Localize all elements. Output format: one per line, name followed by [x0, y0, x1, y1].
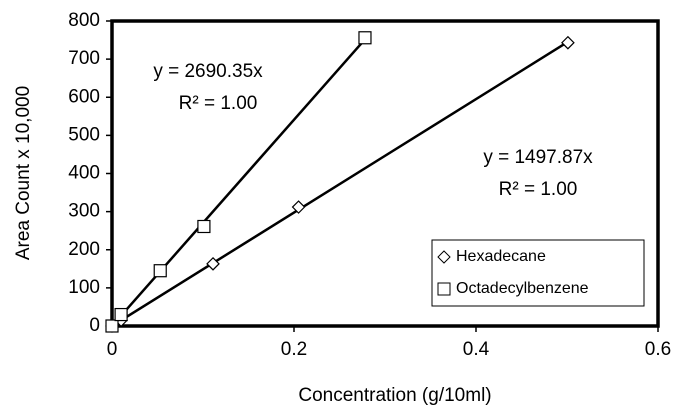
data-point: [358, 31, 372, 45]
y-axis-title: Area Count x 10,000: [13, 86, 34, 260]
y-tick-label: 400: [68, 163, 100, 184]
data-point: [114, 307, 128, 322]
trendline: [111, 40, 569, 328]
y-tick-label: 300: [68, 201, 100, 222]
data-point: [291, 200, 306, 214]
plot-frame: [110, 19, 660, 328]
x-tick-label: 0.6: [645, 339, 671, 360]
data-point: [206, 257, 220, 271]
y-tick-label: 0: [89, 315, 100, 336]
fit-equation: y = 2690.35x: [153, 61, 263, 82]
trendline: [111, 38, 366, 327]
y-tick-label: 500: [68, 124, 100, 145]
data-point: [561, 35, 575, 50]
legend-box: [431, 239, 645, 307]
fit-equation: y = 1497.87x: [483, 147, 593, 168]
fit-r2: R² = 1.00: [179, 93, 258, 114]
data-point: [105, 319, 119, 333]
legend-label: Hexadecane: [456, 248, 546, 265]
fit-r2: R² = 1.00: [499, 179, 578, 200]
x-tick-label: 0: [107, 339, 118, 360]
data-point: [153, 264, 167, 278]
y-tick-label: 700: [68, 48, 100, 69]
y-tick-label: 200: [68, 239, 100, 260]
legend-label: Octadecylbenzene: [456, 280, 589, 297]
x-tick-label: 0.2: [281, 339, 307, 360]
data-point: [197, 219, 211, 234]
x-axis-title: Concentration (g/10ml): [298, 385, 491, 406]
y-tick-label: 800: [68, 10, 100, 31]
y-tick-label: 100: [68, 277, 100, 298]
legend-marker: [437, 250, 451, 264]
y-tick-label: 600: [68, 86, 100, 107]
legend-marker: [437, 282, 451, 296]
x-tick-label: 0.4: [463, 339, 490, 360]
